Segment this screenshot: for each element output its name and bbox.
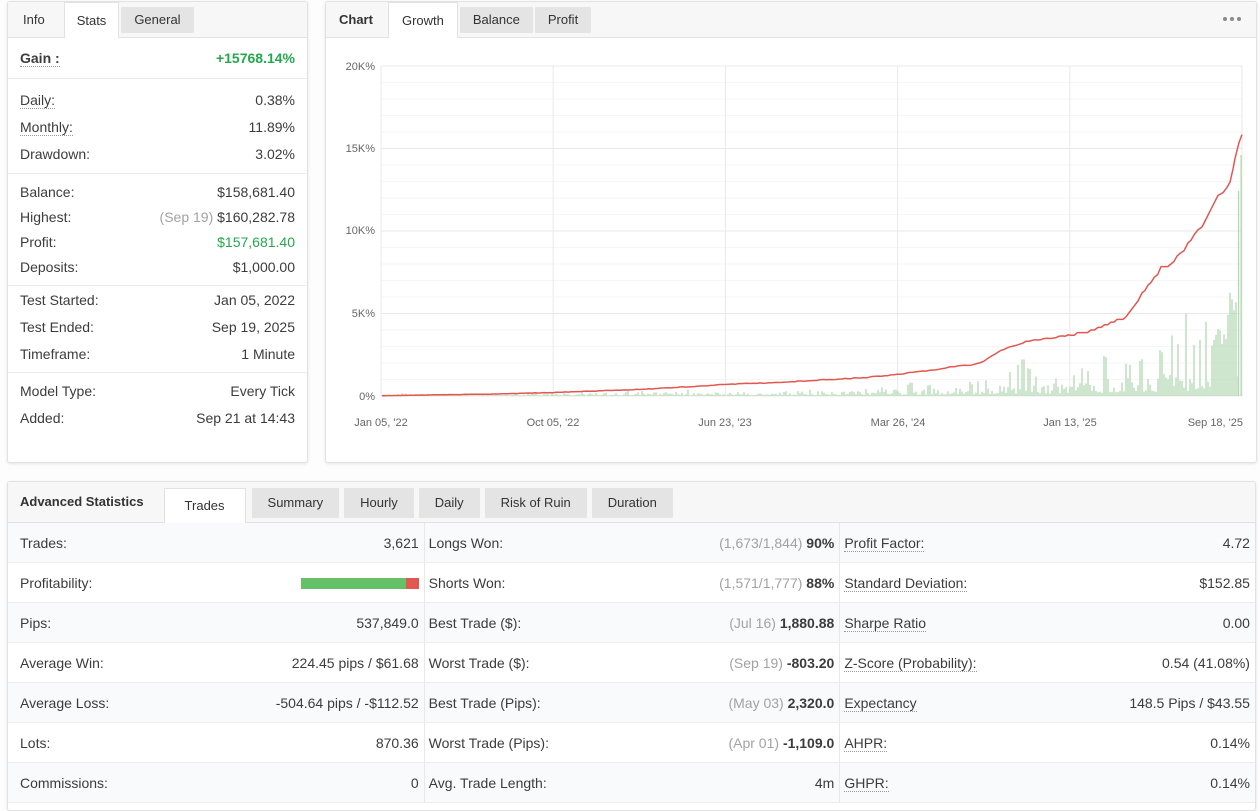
svg-text:15K%: 15K%	[346, 143, 376, 155]
svg-text:Jan 13, '25: Jan 13, '25	[1043, 417, 1096, 429]
svg-text:Jun 23, '23: Jun 23, '23	[698, 417, 751, 429]
svg-text:0%: 0%	[359, 391, 375, 403]
svg-text:Oct 05, '22: Oct 05, '22	[527, 417, 580, 429]
svg-text:Mar 26, '24: Mar 26, '24	[871, 417, 926, 429]
svg-text:20K%: 20K%	[346, 61, 376, 73]
svg-text:10K%: 10K%	[346, 225, 376, 237]
svg-text:5K%: 5K%	[352, 308, 375, 320]
svg-text:Jan 05, '22: Jan 05, '22	[354, 417, 407, 429]
svg-text:Sep 18, '25: Sep 18, '25	[1188, 417, 1243, 429]
